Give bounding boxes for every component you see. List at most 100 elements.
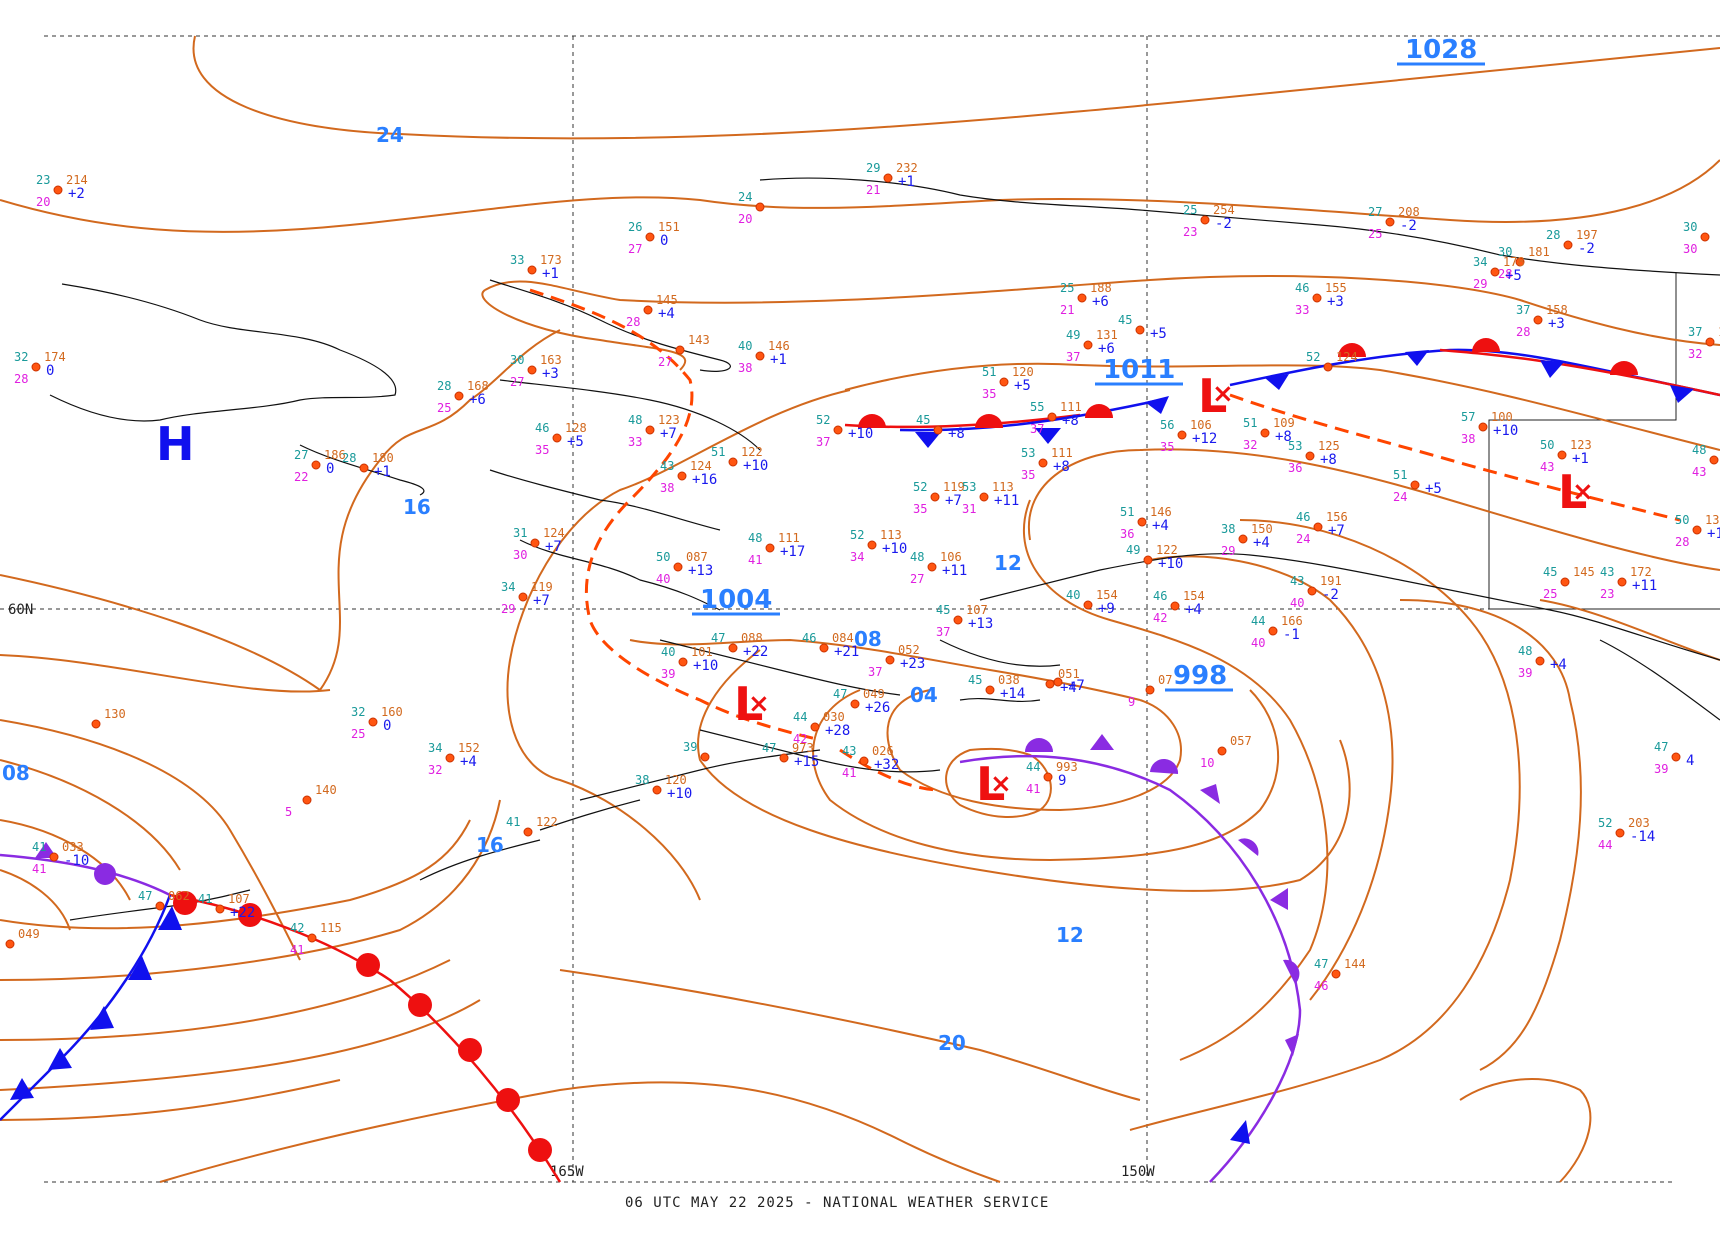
station-pressure-tendency: +3 — [542, 366, 559, 382]
station-dewpoint: 21 — [1060, 303, 1074, 317]
station-temperature: 48 — [628, 413, 642, 427]
isobar-label: 16 — [476, 833, 504, 857]
station-plot: 49 131 37 +6 — [1066, 328, 1118, 364]
station-plot: 143 27 — [658, 333, 710, 369]
station-pressure: 232 — [896, 161, 918, 175]
station-temperature: 46 — [535, 421, 549, 435]
station-pressure: 049 — [18, 927, 40, 941]
station-pressure-tendency: -2 — [1400, 218, 1417, 234]
station-marker — [1410, 480, 1420, 490]
station-plot: 48 111 41 +17 — [748, 531, 805, 567]
station-plot: 40 154+9 — [1066, 588, 1118, 617]
station-plot: 51 146 36 +4 — [1120, 505, 1172, 541]
station-pressure-tendency: +4 — [460, 754, 477, 770]
station-pressure: 191 — [1320, 574, 1342, 588]
station-pressure: 130 — [104, 707, 126, 721]
graticule: 60N 165W 150W — [0, 36, 1720, 1182]
station-dewpoint: 25 — [1543, 587, 1557, 601]
station-plot: 45 +5 — [1118, 313, 1167, 342]
station-pressure-tendency: +1 — [542, 266, 559, 282]
station-plot: 051+4 — [1045, 667, 1080, 696]
station-plot: 30 181 28 — [1498, 245, 1550, 281]
station-marker — [1560, 577, 1570, 587]
station-temperature: 47 — [1314, 957, 1328, 971]
station-marker — [1217, 746, 1227, 756]
station-pressure: 119 — [943, 480, 965, 494]
station-marker — [1557, 450, 1567, 460]
station-temperature: 31 — [513, 526, 527, 540]
station-pressure: 128 — [565, 421, 587, 435]
station-marker — [728, 457, 738, 467]
station-plot: 40 101 39 +10 — [661, 645, 718, 681]
station-marker — [1478, 422, 1488, 432]
station-dewpoint: 33 — [628, 435, 642, 449]
station-pressure: 111 — [778, 531, 800, 545]
station-pressure: 173 — [540, 253, 562, 267]
station-pressure: 101 — [691, 645, 713, 659]
station-dewpoint: 38 — [738, 361, 752, 375]
station-pressure: 156 — [1326, 510, 1348, 524]
station-marker — [979, 492, 989, 502]
station-pressure-tendency: +12 — [1707, 526, 1720, 542]
station-pressure: 113 — [880, 528, 902, 542]
station-marker — [1515, 257, 1525, 267]
station-pressure-tendency: +17 — [780, 544, 805, 560]
station-temperature: 33 — [510, 253, 524, 267]
station-pressure: 146 — [768, 339, 790, 353]
station-pressure-tendency: +2 — [68, 186, 85, 202]
station-temperature: 57 — [1461, 410, 1475, 424]
station-marker — [1268, 626, 1278, 636]
station-pressure: 188 — [1090, 281, 1112, 295]
station-dewpoint: 33 — [1295, 303, 1309, 317]
station-pressure: 155 — [1325, 281, 1347, 295]
troughs — [529, 288, 1681, 792]
station-pressure: 07 — [1158, 673, 1172, 687]
station-plot: 45 +8 — [916, 413, 965, 442]
station-plot: 45 038+14 — [968, 673, 1025, 702]
station-marker — [1563, 240, 1573, 250]
station-pressure-tendency: +3 — [1548, 316, 1565, 332]
station-pressure-tendency: +7 — [1328, 523, 1345, 539]
station-dewpoint: 43 — [1540, 460, 1554, 474]
station-pressure: 993 — [1056, 760, 1078, 774]
station-marker — [1692, 525, 1702, 535]
station-dewpoint: 23 — [1183, 225, 1197, 239]
station-marker — [1313, 522, 1323, 532]
station-pressure-tendency: +7 — [545, 539, 562, 555]
station-marker — [527, 365, 537, 375]
station-dewpoint: 21 — [866, 183, 880, 197]
station-plot: 140 5 — [285, 783, 337, 819]
station-pressure-tendency: +10 — [667, 786, 692, 802]
station-plot: 23 214 20 +2 — [36, 173, 88, 209]
station-plot: 28 168 25 +6 — [437, 379, 489, 415]
station-pressure: 084 — [832, 631, 854, 645]
station-pressure: 033 — [62, 840, 84, 854]
station-temperature: 47 — [138, 889, 152, 903]
station-dewpoint: 36 — [1288, 461, 1302, 475]
station-temperature: 34 — [501, 580, 515, 594]
station-plot: 47 973+15 — [762, 741, 819, 770]
station-temperature: 51 — [711, 445, 725, 459]
station-dewpoint: 22 — [294, 470, 308, 484]
station-marker — [552, 433, 562, 443]
station-marker — [673, 562, 683, 572]
station-plot: 43 124 38 +16 — [660, 459, 717, 495]
station-dewpoint: 28 — [1516, 325, 1530, 339]
station-dewpoint: 25 — [437, 401, 451, 415]
station-plot: 34 119 29 +7 — [501, 580, 553, 616]
station-temperature: 30 — [1683, 220, 1697, 234]
station-pressure-tendency: +5 — [567, 434, 584, 450]
station-dewpoint: 44 — [1598, 838, 1612, 852]
station-dewpoint: 24 — [1393, 490, 1407, 504]
pressure-value-1028: 1028 — [1405, 35, 1477, 65]
station-pressure: 180 — [372, 451, 394, 465]
station-temperature: 49 — [1066, 328, 1080, 342]
station-pressure: 049 — [863, 687, 885, 701]
station-marker — [530, 538, 540, 548]
pressure-symbols: H L × L × L × L × — [156, 369, 1594, 811]
station-plot: 4812443 — [1692, 443, 1719, 479]
station-plot: 46 155 33 +3 — [1295, 281, 1347, 317]
station-temperature: 23 — [36, 173, 50, 187]
station-marker — [215, 904, 225, 914]
station-dewpoint: 40 — [1251, 636, 1265, 650]
